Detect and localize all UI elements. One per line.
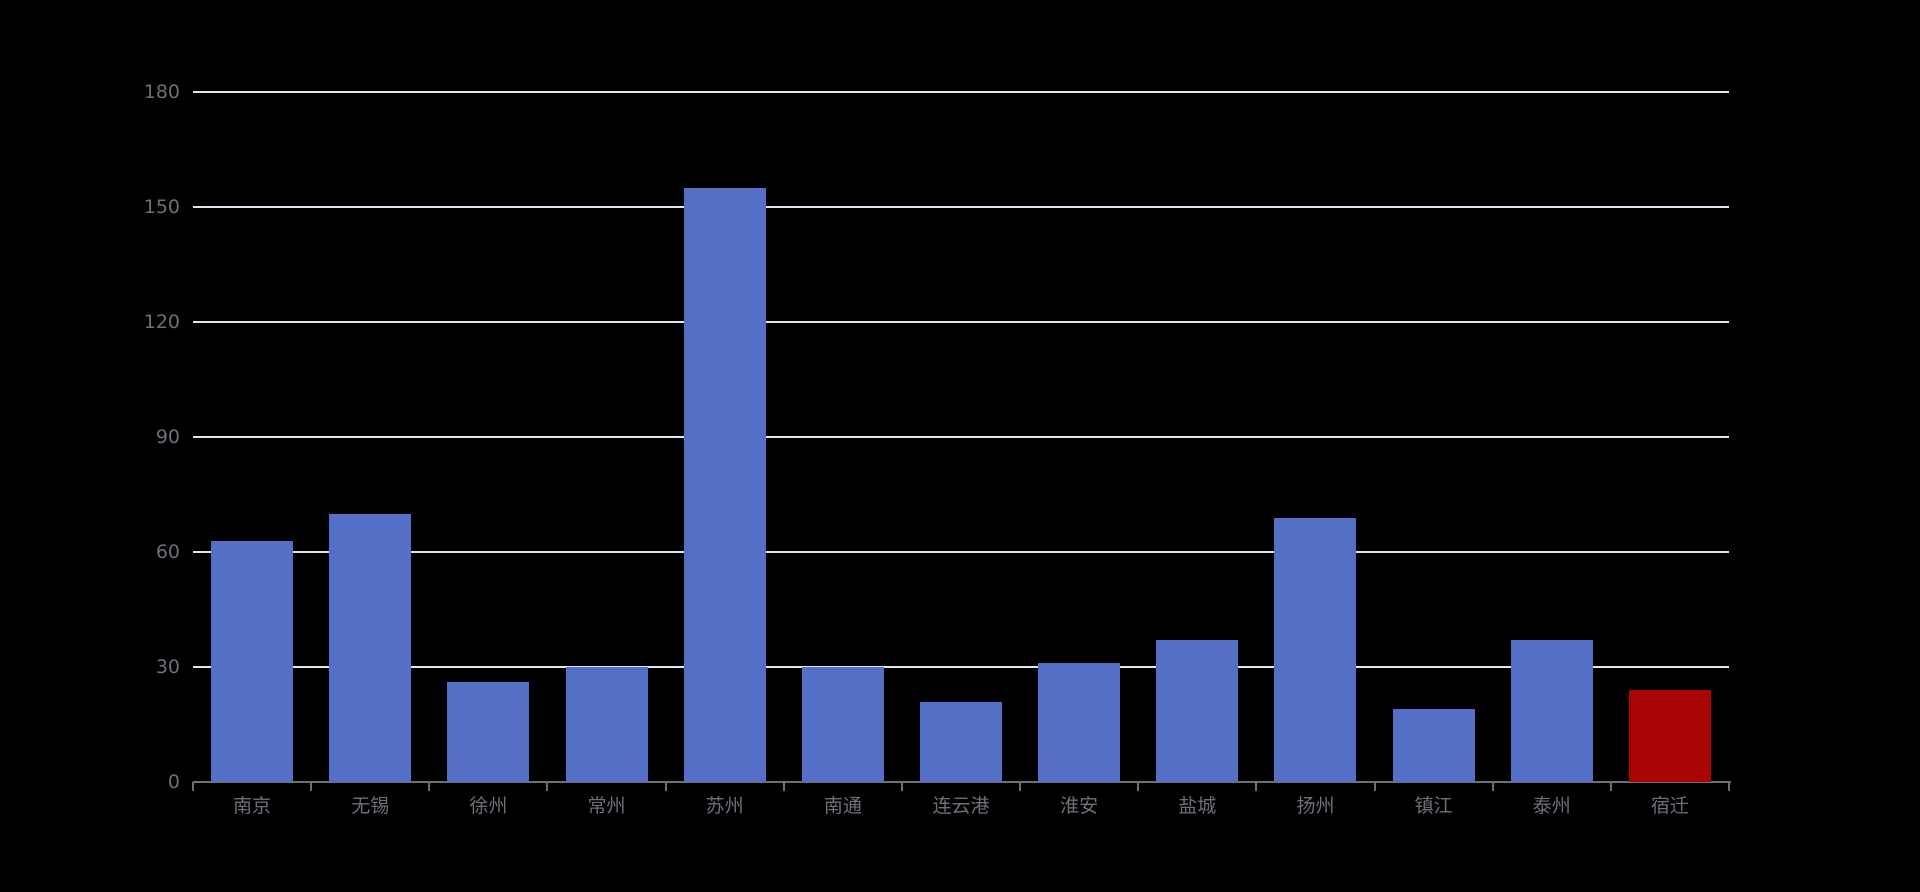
x-axis-category-label: 连云港 <box>932 795 990 817</box>
y-axis-tick-label: 180 <box>143 81 180 103</box>
x-axis-tick <box>900 782 903 791</box>
x-axis-tick <box>546 782 549 791</box>
x-axis-tick <box>1019 782 1022 791</box>
x-axis-tick <box>1491 782 1494 791</box>
x-axis-category-label: 扬州 <box>1296 795 1335 817</box>
x-axis-category-label: 徐州 <box>469 795 508 817</box>
x-axis-category-label: 盐城 <box>1178 795 1217 817</box>
x-axis-category-label: 无锡 <box>351 795 390 817</box>
bar-无锡[interactable] <box>329 513 412 782</box>
x-axis-tick <box>664 782 667 791</box>
x-axis-category-label: 镇江 <box>1414 795 1453 817</box>
gridline <box>193 436 1729 438</box>
bar-常州[interactable] <box>565 667 648 782</box>
y-axis-tick-label: 120 <box>143 311 180 333</box>
x-axis-tick <box>192 782 194 791</box>
x-axis-category-label: 常州 <box>587 795 626 817</box>
x-axis-tick <box>782 782 785 791</box>
y-axis-tick-label: 0 <box>167 771 180 793</box>
x-axis-category-label: 宿迁 <box>1650 795 1689 817</box>
x-axis-tick <box>1609 782 1612 791</box>
x-axis-tick <box>310 782 313 791</box>
gridline <box>193 321 1729 323</box>
gridline <box>193 206 1729 208</box>
gridline <box>193 551 1729 553</box>
bar-苏州[interactable] <box>683 187 766 782</box>
x-axis-category-label: 南通 <box>823 795 862 817</box>
y-axis-tick-label: 30 <box>155 656 180 678</box>
y-axis-tick-label: 90 <box>155 426 180 448</box>
x-axis-category-label: 南京 <box>233 795 272 817</box>
y-axis-tick-label: 150 <box>143 196 180 218</box>
y-axis-tick-label: 60 <box>155 541 180 563</box>
bar-镇江[interactable] <box>1392 709 1475 782</box>
x-axis-tick <box>1728 782 1730 791</box>
bar-南京[interactable] <box>211 540 294 782</box>
x-axis-tick <box>1255 782 1258 791</box>
gridline <box>193 91 1729 93</box>
gridline <box>193 666 1729 668</box>
bar-泰州[interactable] <box>1510 640 1593 782</box>
x-axis-category-label: 淮安 <box>1060 795 1099 817</box>
bar-徐州[interactable] <box>447 682 530 782</box>
bar-宿迁[interactable] <box>1628 690 1711 782</box>
x-axis-tick <box>428 782 431 791</box>
bar-连云港[interactable] <box>920 701 1002 782</box>
bar-扬州[interactable] <box>1274 517 1357 782</box>
bar-淮安[interactable] <box>1038 663 1121 782</box>
x-axis-category-label: 苏州 <box>705 795 744 817</box>
x-axis-tick <box>1373 782 1376 791</box>
bar-南通[interactable] <box>801 667 884 782</box>
x-axis-line <box>193 781 1731 783</box>
x-axis-tick <box>1137 782 1140 791</box>
x-axis-category-label: 泰州 <box>1532 795 1571 817</box>
bar-盐城[interactable] <box>1156 640 1239 782</box>
